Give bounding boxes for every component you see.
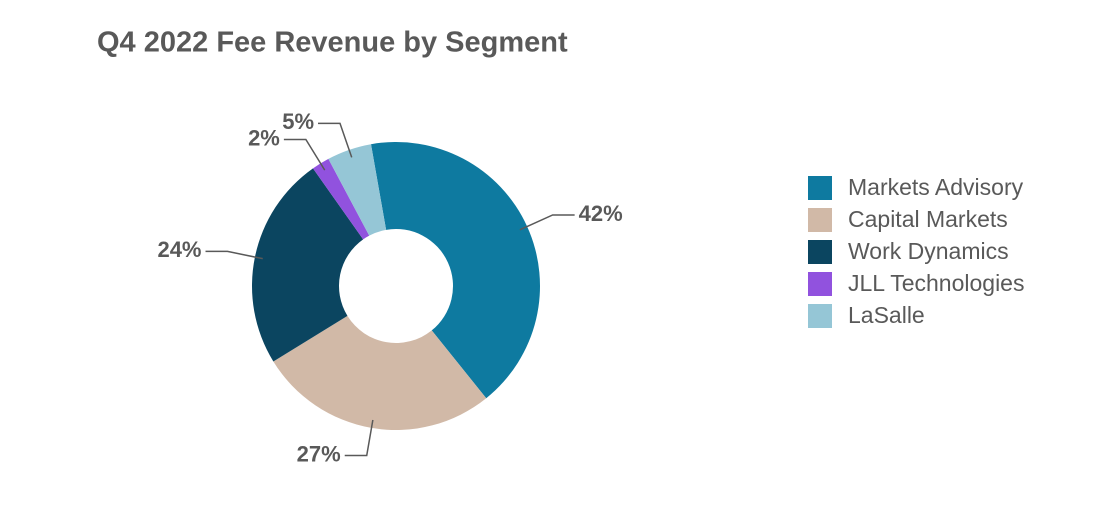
legend-swatch: [808, 176, 832, 200]
legend-text: Markets Advisory: [848, 174, 1024, 200]
legend-text: Capital Markets: [848, 206, 1008, 232]
leader-line: [318, 122, 353, 158]
legend-swatch: [808, 208, 832, 232]
slice: [251, 168, 364, 362]
leader-line: [205, 250, 263, 260]
data-label: 27%: [297, 441, 341, 466]
data-label: 24%: [157, 237, 201, 262]
leader-line: [344, 419, 374, 457]
leader-line: [283, 138, 326, 171]
slice: [273, 315, 487, 430]
legend-text: JLL Technologies: [848, 270, 1024, 296]
legend-swatch: [808, 304, 832, 328]
data-label: 2%: [248, 125, 280, 150]
slice: [328, 144, 387, 236]
slice: [370, 142, 540, 399]
slice: [312, 158, 370, 240]
legend-text: Work Dynamics: [848, 238, 1009, 264]
chart-title: Q4 2022 Fee Revenue by Segment: [97, 27, 568, 59]
legend-swatch: [808, 240, 832, 264]
legend-swatch: [808, 272, 832, 296]
leader-line: [519, 214, 575, 231]
data-label: 42%: [579, 201, 623, 226]
data-label: 5%: [282, 109, 314, 134]
legend-text: LaSalle: [848, 302, 925, 328]
